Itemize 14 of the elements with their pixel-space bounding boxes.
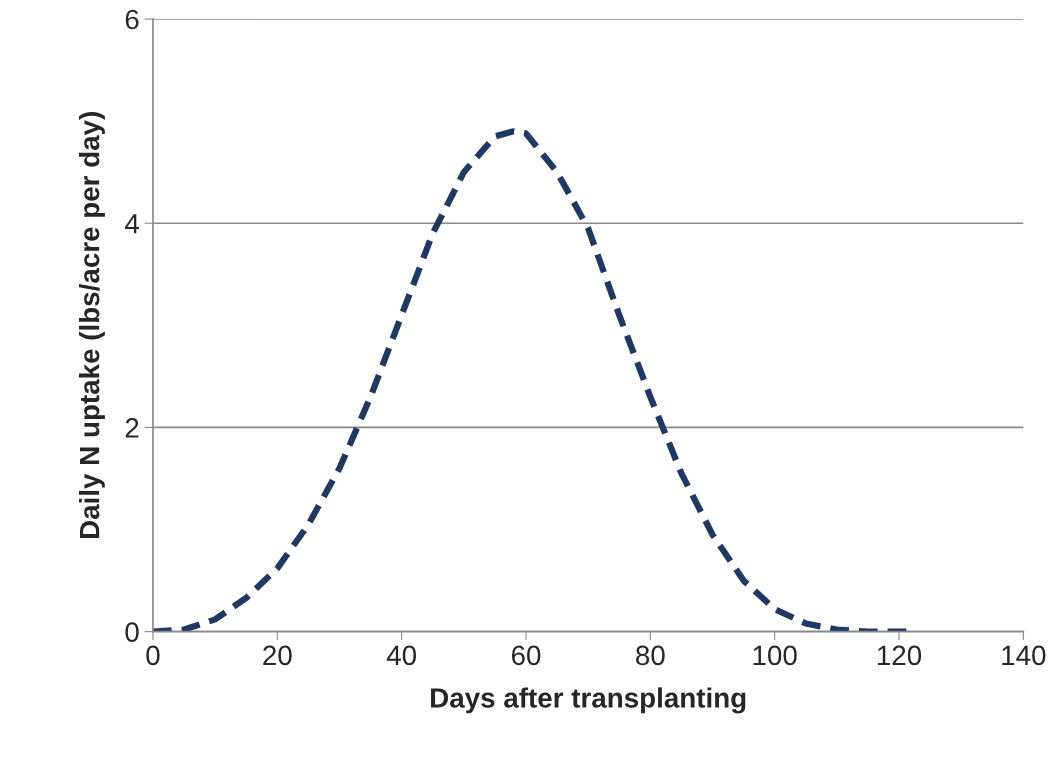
x-tick-label: 100 — [753, 645, 797, 666]
x-tick-label: 60 — [511, 645, 541, 666]
x-tick-label: 120 — [877, 645, 922, 666]
y-axis-title: Daily N uptake (lbs/acre per day) — [78, 112, 105, 539]
y-tick-label: 0 — [125, 622, 139, 642]
x-tick-label: 140 — [1002, 645, 1046, 666]
x-tick-label: 0 — [146, 645, 160, 666]
x-axis-title: Days after transplanting — [431, 687, 746, 714]
y-tick-label: 6 — [125, 9, 139, 30]
y-tick-label: 4 — [124, 214, 139, 234]
x-tick-label: 40 — [386, 645, 417, 666]
y-tick-label: 2 — [125, 418, 139, 438]
x-tick-label: 20 — [263, 645, 292, 666]
x-tick-label: 80 — [636, 645, 665, 666]
